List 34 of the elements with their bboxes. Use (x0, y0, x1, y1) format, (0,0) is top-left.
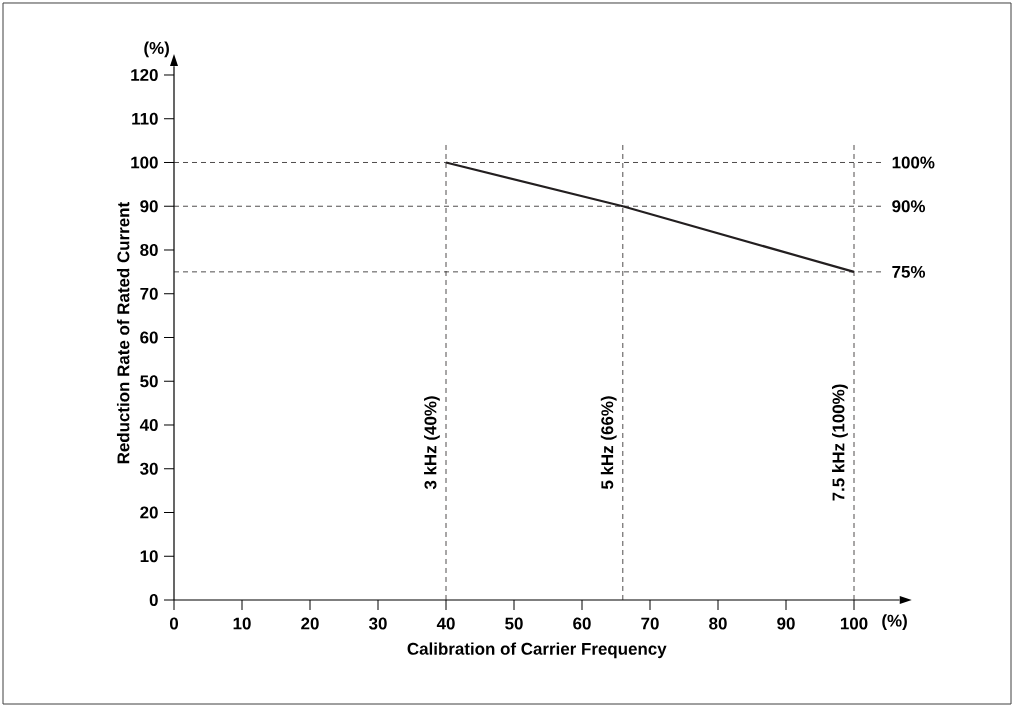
ref-line-label: 7.5 kHz (100%) (832, 384, 848, 501)
text: (%) (882, 614, 907, 630)
y-tick-label: 80 (140, 244, 158, 256)
x-tick-label: 40 (436, 617, 455, 630)
y-tick-label: 50 (140, 375, 158, 388)
y-tick-label: 60 (140, 331, 158, 344)
y-axis-title: Reduction Rate of Rated Current (116, 202, 130, 464)
y-tick-label: 70 (140, 287, 158, 300)
x-tick-label: 70 (641, 617, 659, 630)
ref-line-label: 90% (892, 200, 926, 213)
y-tick-label: 120 (131, 69, 158, 81)
x-tick-label: 50 (505, 617, 523, 630)
x-tick-label: 30 (368, 617, 387, 630)
y-tick-label: 100 (131, 156, 158, 169)
ref-line-label: 3 kHz (40%) (424, 396, 440, 490)
ref-line-label: 100% (892, 156, 935, 169)
x-tick-label: 60 (573, 617, 591, 630)
x-tick-label: 80 (709, 617, 727, 630)
x-tick-label: 0 (169, 617, 179, 630)
y-tick-label: 20 (140, 506, 158, 519)
y-tick-label: 10 (140, 550, 158, 563)
x-tick-label: 90 (777, 617, 795, 630)
y-tick-label: 110 (132, 112, 158, 125)
x-tick-label: 100 (840, 617, 868, 630)
x-tick-label: 20 (301, 617, 319, 630)
y-tick-label: 0 (149, 594, 158, 606)
y-tick-label: 30 (140, 462, 158, 475)
ref-line-label: 75% (892, 265, 926, 278)
y-tick-label: 90 (140, 200, 158, 213)
x-tick-label: 10 (233, 617, 251, 630)
ref-line-label: 5 kHz (66%) (600, 396, 617, 490)
x-axis-title: Calibration of Carrier Frequency (407, 642, 667, 659)
y-tick-label: 40 (139, 419, 158, 431)
text: (%) (144, 41, 169, 58)
